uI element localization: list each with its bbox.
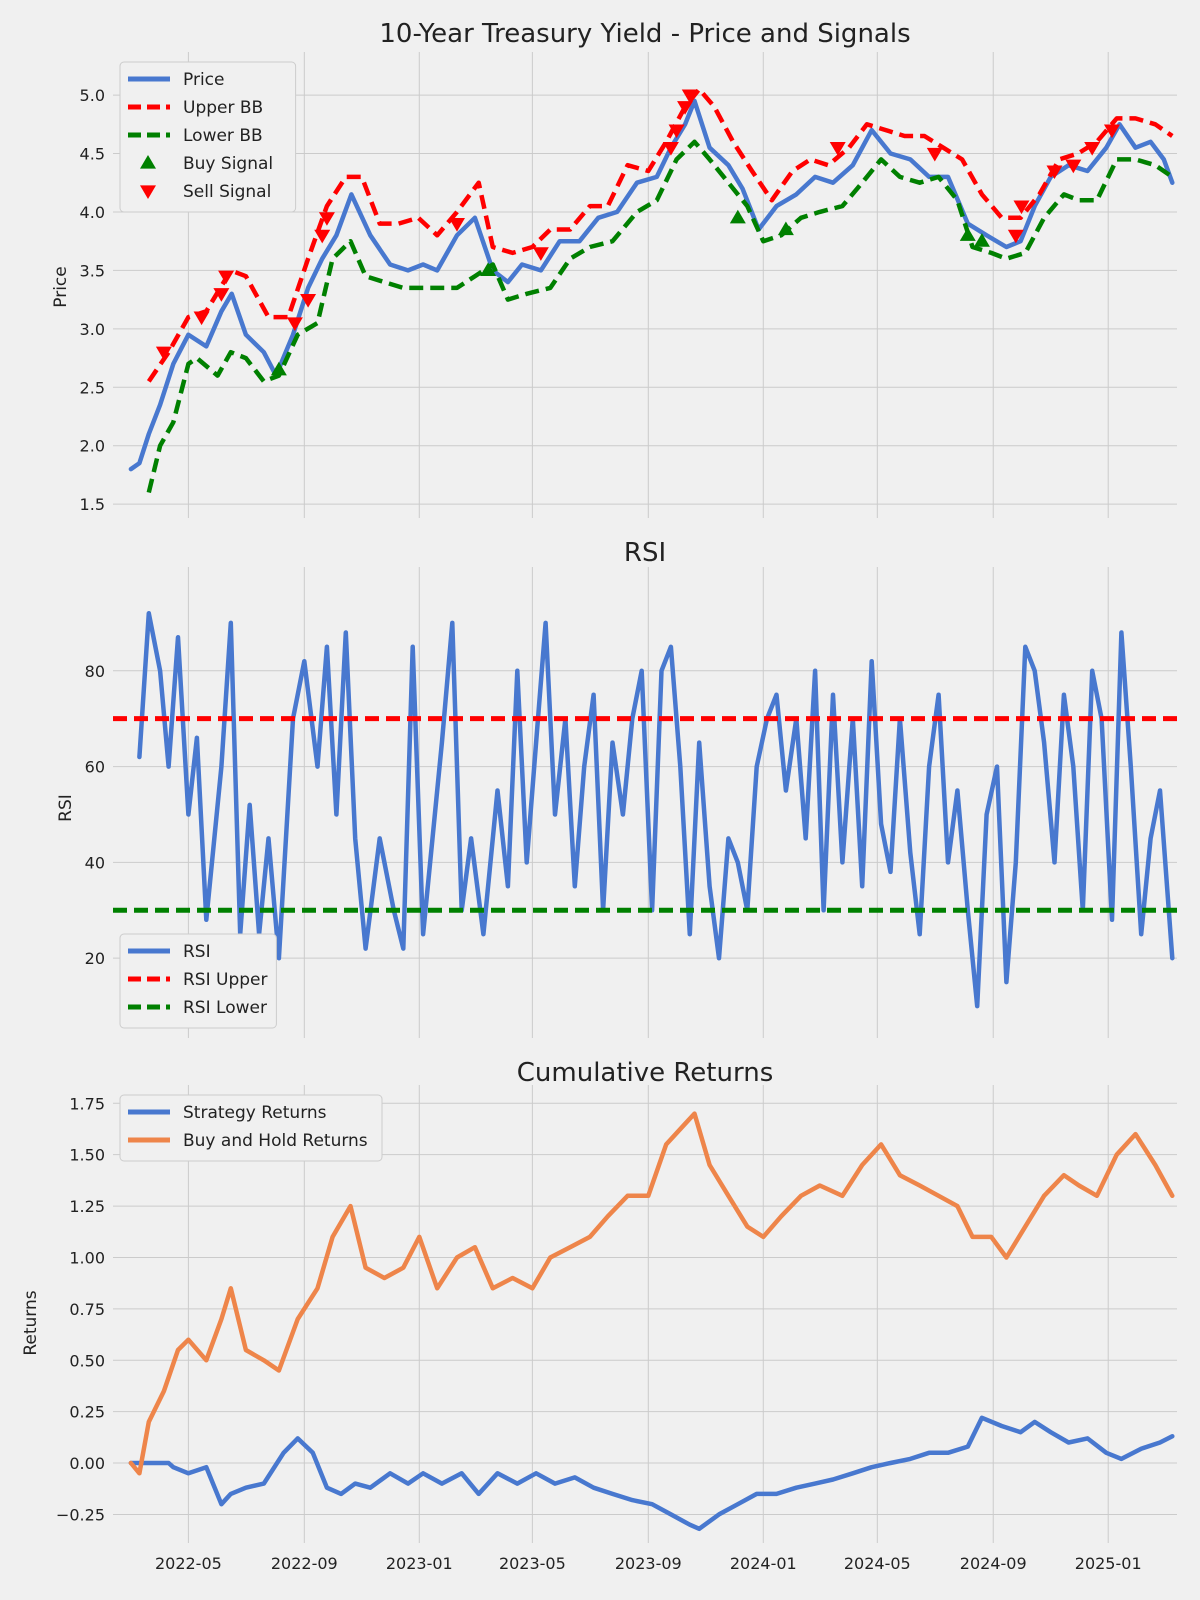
price-sell-marker bbox=[213, 288, 230, 302]
returns-x-tick-label: 2025-01 bbox=[1075, 1554, 1142, 1573]
price-legend-key-sell-signal bbox=[140, 185, 156, 199]
rsi-y-tick-label: 20 bbox=[85, 949, 105, 968]
price-sell-marker bbox=[314, 229, 331, 244]
returns-x-tick-label: 2024-09 bbox=[960, 1554, 1027, 1573]
price-legend-label: Price bbox=[183, 70, 224, 90]
price-buy-marker bbox=[270, 361, 287, 376]
price-chart-title: 10-Year Treasury Yield - Price and Signa… bbox=[379, 19, 910, 49]
price-legend-box bbox=[119, 61, 297, 213]
price-y-tick-label: 2.0 bbox=[80, 437, 105, 456]
returns-x-tick-label: 2022-05 bbox=[155, 1554, 222, 1573]
panel-price: 10-Year Treasury Yield - Price and Signa… bbox=[51, 19, 1177, 518]
price-sell-marker bbox=[1007, 229, 1024, 244]
panel-returns: Cumulative Returns Returns −0.25 0.00 0.25… bbox=[21, 1058, 1177, 1573]
price-sell-marker bbox=[193, 311, 210, 326]
price-sell-marker bbox=[681, 89, 698, 104]
rsi-y-tick-label: 40 bbox=[85, 853, 105, 872]
price-buy-marker bbox=[480, 262, 497, 276]
price-y-tick-label: 1.5 bbox=[80, 495, 105, 514]
price-legend-label: Upper BB bbox=[183, 98, 263, 118]
price-sell-marker bbox=[1065, 159, 1082, 174]
price-sell-marker bbox=[532, 247, 549, 261]
price-sell-marker bbox=[286, 317, 303, 331]
price-legend-key-buy-signal bbox=[140, 155, 156, 169]
returns-x-tick-label: 2023-05 bbox=[499, 1554, 566, 1573]
rsi-legend-label: RSI Lower bbox=[183, 998, 267, 1018]
returns-y-tick-label: 1.25 bbox=[69, 1197, 105, 1216]
returns-x-tick-label: 2024-05 bbox=[844, 1554, 911, 1573]
returns-series-strategy-returns bbox=[128, 1415, 1175, 1532]
price-sell-marker bbox=[1103, 124, 1120, 139]
price-sell-marker bbox=[218, 270, 235, 285]
returns-y-tick-label: 0.75 bbox=[69, 1300, 105, 1319]
price-sell-marker bbox=[300, 294, 317, 308]
price-sell-marker bbox=[829, 142, 846, 156]
price-buy-marker bbox=[973, 233, 990, 247]
price-legend: Price Upper BB Lower BB Buy Signal Sell Sign… bbox=[119, 61, 297, 213]
price-series-upper-bb bbox=[146, 86, 1174, 383]
rsi-legend-label: RSI bbox=[183, 942, 211, 962]
price-series-buy-signal bbox=[270, 209, 990, 376]
returns-y-tick-label: 0.25 bbox=[69, 1403, 105, 1422]
returns-legend-label: Strategy Returns bbox=[183, 1103, 327, 1123]
rsi-legend: RSI RSI Upper RSI Lower bbox=[119, 933, 277, 1029]
returns-y-tick-label: 0.00 bbox=[69, 1454, 105, 1473]
price-y-axis-label: Price bbox=[51, 266, 71, 307]
rsi-y-tick-label: 80 bbox=[85, 662, 105, 681]
price-y-tick-label: 5.0 bbox=[80, 86, 105, 105]
price-sell-marker bbox=[1013, 200, 1030, 215]
panel-rsi: RSI RSI 20 40 60 80 RSI RSI Upper RSI Lower bbox=[56, 538, 1177, 1038]
returns-x-tick-label: 2023-09 bbox=[615, 1554, 682, 1573]
price-sell-marker bbox=[662, 142, 679, 156]
returns-y-tick-label: 1.75 bbox=[69, 1094, 105, 1113]
price-sell-marker bbox=[1046, 165, 1063, 180]
returns-y-tick-label: 0.50 bbox=[69, 1351, 105, 1370]
returns-chart-title: Cumulative Returns bbox=[517, 1058, 773, 1088]
price-series-price bbox=[128, 98, 1175, 472]
returns-legend-box bbox=[119, 1094, 383, 1162]
price-sell-marker bbox=[926, 147, 943, 162]
price-sell-marker bbox=[668, 124, 685, 139]
returns-x-tick-label: 2024-01 bbox=[730, 1554, 797, 1573]
rsi-legend-label: RSI Upper bbox=[183, 970, 268, 990]
price-y-tick-label: 4.0 bbox=[80, 203, 105, 222]
price-legend-label: Sell Signal bbox=[183, 182, 271, 202]
rsi-chart-title: RSI bbox=[624, 538, 666, 568]
returns-legend-label: Buy and Hold Returns bbox=[183, 1131, 368, 1151]
rsi-series-rsi bbox=[137, 611, 1175, 1009]
rsi-y-tick-label: 60 bbox=[85, 758, 105, 777]
returns-series-buy-and-hold-returns bbox=[128, 1111, 1175, 1476]
returns-y-tick-label: −0.25 bbox=[56, 1505, 105, 1524]
returns-legend: Strategy Returns Buy and Hold Returns bbox=[119, 1094, 383, 1162]
rsi-y-axis-label: RSI bbox=[56, 794, 76, 822]
price-sell-marker bbox=[448, 218, 465, 232]
price-y-tick-label: 3.5 bbox=[80, 261, 105, 280]
returns-y-tick-label: 1.50 bbox=[69, 1146, 105, 1165]
returns-y-tick-label: 1.00 bbox=[69, 1248, 105, 1267]
price-buy-marker bbox=[777, 221, 794, 236]
price-series-lower-bb bbox=[146, 139, 1174, 494]
price-legend-label: Buy Signal bbox=[183, 154, 273, 174]
price-buy-marker bbox=[959, 227, 976, 241]
price-y-tick-label: 2.5 bbox=[80, 378, 105, 397]
price-sell-marker bbox=[318, 212, 335, 226]
returns-y-axis-label: Returns bbox=[21, 1290, 41, 1355]
price-sell-marker bbox=[155, 346, 172, 361]
price-y-tick-label: 4.5 bbox=[80, 145, 105, 164]
returns-x-tick-label: 2023-01 bbox=[386, 1554, 453, 1573]
price-sell-marker bbox=[677, 101, 694, 115]
returns-x-tick-label: 2022-09 bbox=[271, 1554, 338, 1573]
price-series-sell-signal bbox=[155, 89, 1120, 361]
price-y-tick-label: 3.0 bbox=[80, 320, 105, 339]
price-buy-marker bbox=[729, 209, 746, 224]
price-sell-marker bbox=[1084, 142, 1101, 156]
price-legend-label: Lower BB bbox=[183, 126, 263, 146]
